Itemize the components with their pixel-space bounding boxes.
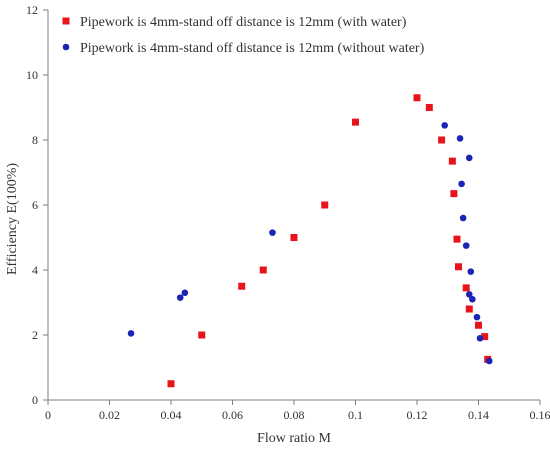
legend-marker-series-1 — [62, 17, 70, 25]
y-tick-label: 2 — [32, 328, 38, 342]
x-axis-title: Flow ratio M — [257, 431, 331, 446]
data-point-series-1 — [450, 190, 458, 198]
data-point-series-1 — [290, 234, 298, 241]
data-point-series-2 — [181, 289, 189, 297]
data-point-series-2 — [465, 291, 473, 298]
y-tick-label: 0 — [32, 393, 38, 407]
y-tick-label: 6 — [32, 198, 38, 212]
data-point-series-1 — [167, 380, 175, 388]
data-point-series-2 — [476, 334, 484, 342]
x-tick-label: 0.16 — [530, 408, 550, 422]
y-tick-label: 10 — [26, 68, 38, 82]
data-point-series-1 — [475, 321, 482, 329]
data-points — [127, 94, 493, 388]
x-tick-label: 0.06 — [222, 408, 243, 422]
data-point-series-2 — [473, 313, 481, 321]
data-point-series-2 — [462, 242, 470, 249]
x-tick-label: 0.1 — [348, 408, 363, 422]
legend-label-series-2: Pipework is 4mm-stand off distance is 12… — [80, 41, 425, 56]
data-point-series-2 — [456, 135, 464, 142]
data-point-series-1 — [425, 104, 433, 111]
data-point-series-1 — [259, 266, 267, 274]
y-axis-title: Efficiency E(100%) — [5, 163, 20, 275]
x-tick-label: 0.04 — [161, 408, 182, 422]
x-tick-label: 0.08 — [284, 408, 305, 422]
data-point-series-1 — [453, 235, 461, 243]
data-point-series-1 — [455, 263, 463, 271]
data-point-series-1 — [321, 201, 329, 209]
data-point-series-2 — [459, 214, 467, 222]
data-point-series-2 — [485, 357, 493, 365]
data-point-series-1 — [465, 305, 473, 313]
x-tick-label: 0.02 — [99, 408, 120, 422]
data-point-series-2 — [465, 154, 473, 162]
axes — [43, 9, 541, 405]
legend-label-series-1: Pipework is 4mm-stand off distance is 12… — [80, 15, 407, 30]
data-point-series-2 — [127, 330, 135, 337]
data-point-series-2 — [176, 294, 184, 301]
x-tick-label: 0.14 — [468, 408, 489, 422]
data-point-series-1 — [448, 157, 456, 165]
data-point-series-1 — [198, 331, 206, 339]
data-point-series-1 — [462, 284, 470, 292]
y-tick-label: 4 — [32, 263, 38, 277]
data-point-series-2 — [269, 229, 276, 236]
data-point-series-1 — [481, 333, 489, 341]
data-point-series-1 — [238, 282, 246, 290]
data-point-series-2 — [469, 295, 476, 303]
y-tick-label: 12 — [26, 3, 38, 17]
legend: Pipework is 4mm-stand off distance is 12… — [62, 15, 425, 56]
x-tick-label: 0 — [45, 408, 51, 422]
data-point-series-1 — [352, 118, 359, 126]
data-point-series-1 — [438, 136, 446, 144]
data-point-series-1 — [413, 94, 421, 102]
y-tick-label: 8 — [32, 133, 38, 147]
data-point-series-2 — [458, 180, 465, 188]
legend-marker-series-2 — [62, 43, 70, 51]
data-point-series-2 — [467, 268, 475, 275]
data-point-series-2 — [441, 122, 448, 129]
x-tick-label: 0.12 — [407, 408, 428, 422]
tick-labels: 0 0.02 0.04 0.06 0.08 0.1 0.12 0.14 0.16 0 2 4 6 8 10 1… — [26, 3, 550, 422]
